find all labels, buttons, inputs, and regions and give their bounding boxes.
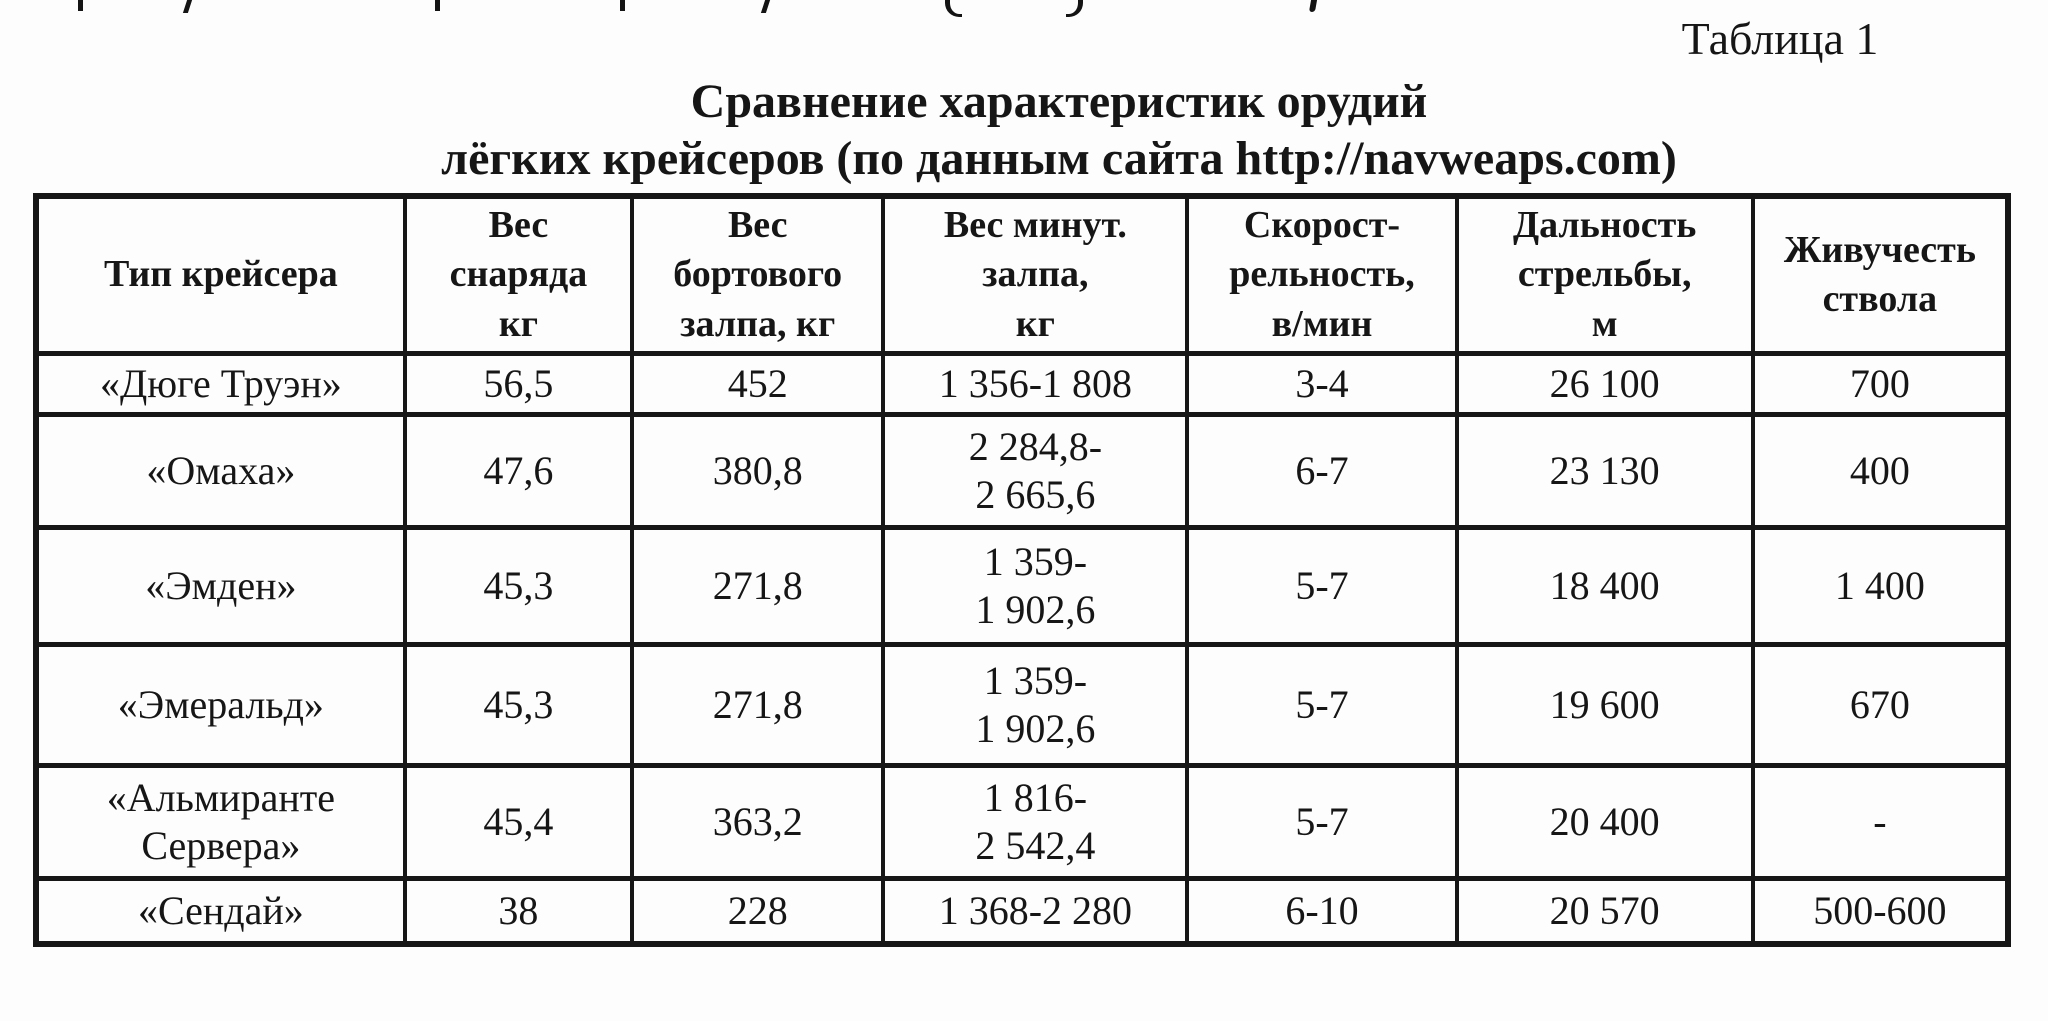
col-header-barrel-life: Живучесть ствола — [1750, 193, 2011, 356]
table-cell: - — [1750, 763, 2011, 881]
table-cell: «Дюге Труэн» — [34, 351, 407, 417]
table-cell: 5-7 — [1185, 525, 1459, 647]
table-cell: 400 — [1750, 412, 2011, 530]
header-row: Тип крейсера Вес снаряда кг Вес бортовог… — [34, 193, 2011, 356]
table-cell: 228 — [630, 876, 886, 947]
cropped-line-fragments — [0, 0, 2048, 17]
table-cell: 380,8 — [630, 412, 886, 530]
table-cell: 1 359- 1 902,6 — [881, 642, 1190, 768]
table-number-label: Таблица 1 — [1681, 13, 1879, 64]
table-cell: 5-7 — [1185, 763, 1459, 881]
table-title-line2: лёгких крейсеров (по данным сайта http:/… — [441, 131, 1677, 185]
table-cell: 1 356-1 808 — [881, 351, 1190, 417]
data-table: Тип крейсера Вес снаряда кг Вес бортовог… — [33, 193, 2011, 947]
table-row: «Альмиранте Сервера» 45,4 363,2 1 816- 2… — [34, 763, 2011, 881]
table-row: «Эмеральд» 45,3 271,8 1 359- 1 902,6 5-7… — [34, 642, 2011, 768]
table-cell: 1 368-2 280 — [881, 876, 1190, 947]
table-cell: 670 — [1750, 642, 2011, 768]
table-cell: 3-4 — [1185, 351, 1459, 417]
table-cell: «Сендай» — [34, 876, 407, 947]
col-header-cruiser-type: Тип крейсера — [34, 193, 407, 356]
table-cell: 45,4 — [402, 763, 635, 881]
table-cell: «Альмиранте Сервера» — [34, 763, 407, 881]
table-cell: 1 359- 1 902,6 — [881, 525, 1190, 647]
table-cell: 6-10 — [1185, 876, 1459, 947]
table-title-line1: Сравнение характеристик орудий — [690, 75, 1428, 128]
table-cell: 19 600 — [1454, 642, 1755, 768]
table-cell: 5-7 — [1185, 642, 1459, 768]
table-title: Сравнение характеристик орудий лёгких кр… — [70, 74, 2048, 187]
table-cell: 26 100 — [1454, 351, 1755, 417]
table-cell: 56,5 — [402, 351, 635, 417]
table-cell: 38 — [402, 876, 635, 947]
table-cell: 500-600 — [1750, 876, 2011, 947]
table-cell: 6-7 — [1185, 412, 1459, 530]
col-header-rate-of-fire: Скорост- рельность, в/мин — [1185, 193, 1459, 356]
table-cell: 20 570 — [1454, 876, 1755, 947]
table-cell: «Эмден» — [34, 525, 407, 647]
table-row: «Сендай» 38 228 1 368-2 280 6-10 20 570 … — [34, 876, 2011, 947]
col-header-firing-range: Дальность стрельбы, м — [1454, 193, 1755, 356]
table-cell: 1 400 — [1750, 525, 2011, 647]
table-row: «Эмден» 45,3 271,8 1 359- 1 902,6 5-7 18… — [34, 525, 2011, 647]
table-cell: 700 — [1750, 351, 2011, 417]
table-cell: 363,2 — [630, 763, 886, 881]
table-cell: 23 130 — [1454, 412, 1755, 530]
table-cell: 45,3 — [402, 525, 635, 647]
table-cell: 271,8 — [630, 642, 886, 768]
table-cell: 452 — [630, 351, 886, 417]
table-cell: 271,8 — [630, 525, 886, 647]
table-cell: 47,6 — [402, 412, 635, 530]
col-header-minute-salvo-weight: Вес минут. залпа, кг — [881, 193, 1190, 356]
table-cell: 1 816- 2 542,4 — [881, 763, 1190, 881]
table-cell: «Омаха» — [34, 412, 407, 530]
table-row: «Дюге Труэн» 56,5 452 1 356-1 808 3-4 26… — [34, 351, 2011, 417]
table-cell: 20 400 — [1454, 763, 1755, 881]
table-cell: 2 284,8- 2 665,6 — [881, 412, 1190, 530]
table-cell: «Эмеральд» — [34, 642, 407, 768]
col-header-broadside-weight: Вес бортового залпа, кг — [630, 193, 886, 356]
table-row: «Омаха» 47,6 380,8 2 284,8- 2 665,6 6-7 … — [34, 412, 2011, 530]
col-header-shell-weight: Вес снаряда кг — [402, 193, 635, 356]
table-cell: 45,3 — [402, 642, 635, 768]
table-cell: 18 400 — [1454, 525, 1755, 647]
